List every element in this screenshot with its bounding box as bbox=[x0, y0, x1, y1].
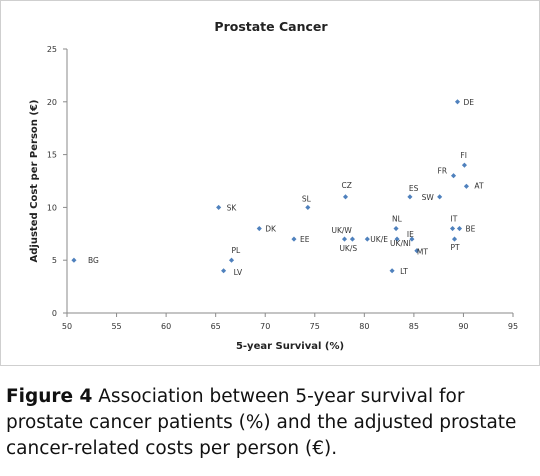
data-point-label: LV bbox=[234, 268, 243, 277]
data-point-label: FI bbox=[460, 151, 467, 160]
data-point bbox=[228, 257, 235, 263]
data-point-label: SW bbox=[422, 193, 435, 202]
x-axis-label: 5-year Survival (%) bbox=[236, 341, 344, 352]
data-point-label: LT bbox=[400, 267, 408, 276]
data-point-label: PT bbox=[451, 243, 461, 252]
data-point-label: FR bbox=[438, 167, 448, 176]
data-point-label: NL bbox=[392, 215, 403, 224]
x-tick-label: 85 bbox=[409, 322, 419, 331]
data-point bbox=[449, 225, 456, 232]
data-point-label: DK bbox=[265, 225, 277, 234]
x-axis-ticks: 50 55 60 65 70 75 80 85 90 95 bbox=[62, 313, 518, 331]
y-axis-label: Adjusted Cost per Person (€) bbox=[29, 100, 40, 263]
data-point bbox=[463, 183, 469, 189]
data-point bbox=[461, 162, 467, 168]
chart-title: Prostate Cancer bbox=[214, 19, 328, 34]
data-point-label: MT bbox=[417, 248, 428, 257]
data-point-label: SL bbox=[302, 194, 312, 203]
data-point bbox=[437, 194, 443, 200]
data-point-label: EE bbox=[300, 235, 310, 244]
data-point bbox=[291, 236, 297, 242]
data-point-label: IT bbox=[451, 215, 458, 224]
data-point bbox=[364, 236, 370, 242]
y-axis-ticks: 0 5 10 15 20 25 bbox=[47, 45, 67, 318]
data-point-label: AT bbox=[474, 181, 484, 190]
y-tick-label: 15 bbox=[47, 151, 57, 160]
y-tick-label: 25 bbox=[47, 45, 57, 54]
data-point-label: CZ bbox=[342, 181, 352, 190]
data-point bbox=[256, 225, 262, 232]
x-tick-label: 55 bbox=[111, 322, 121, 331]
scatter-chart: Prostate Cancer 50 55 60 65 70 75 80 85 90 95 0 5 1… bbox=[29, 19, 518, 352]
data-point-label: UK/W bbox=[332, 226, 353, 235]
data-point bbox=[456, 225, 463, 232]
x-tick-label: 65 bbox=[211, 322, 221, 331]
data-point bbox=[216, 204, 222, 210]
x-tick-label: 95 bbox=[508, 322, 518, 331]
figure-caption-label: Figure 4 bbox=[6, 386, 93, 407]
y-tick-label: 0 bbox=[52, 309, 57, 318]
data-point-label: UK/NI bbox=[390, 239, 411, 248]
data-point-label: SK bbox=[227, 203, 238, 212]
data-point-label: IE bbox=[407, 230, 414, 239]
data-point-label: PL bbox=[232, 246, 242, 255]
data-point bbox=[221, 268, 227, 274]
data-point bbox=[450, 173, 457, 179]
data-point-label: DE bbox=[463, 98, 474, 107]
data-point bbox=[305, 204, 311, 210]
data-point bbox=[349, 236, 355, 242]
y-tick-label: 5 bbox=[52, 256, 57, 265]
data-point bbox=[341, 236, 348, 242]
data-point bbox=[393, 225, 399, 232]
data-point bbox=[451, 236, 458, 242]
data-point-label: UK/E bbox=[370, 235, 388, 244]
data-point bbox=[342, 194, 349, 200]
data-point bbox=[71, 257, 77, 263]
x-tick-label: 50 bbox=[62, 322, 72, 331]
data-point bbox=[389, 268, 395, 274]
x-tick-label: 60 bbox=[161, 322, 171, 331]
y-tick-label: 20 bbox=[47, 98, 57, 107]
data-point-label: UK/S bbox=[339, 244, 357, 253]
data-point-label: ES bbox=[409, 184, 419, 193]
data-point-label: BG bbox=[88, 256, 99, 265]
x-tick-label: 90 bbox=[458, 322, 468, 331]
figure-caption: Figure 4 Association between 5-year surv… bbox=[6, 384, 526, 462]
chart-container: Prostate Cancer 50 55 60 65 70 75 80 85 90 95 0 5 1… bbox=[0, 0, 540, 366]
x-tick-label: 75 bbox=[310, 322, 320, 331]
data-point-label: BE bbox=[465, 225, 475, 234]
figure-caption-text: Association between 5-year survival for … bbox=[6, 386, 517, 459]
x-tick-label: 80 bbox=[359, 322, 369, 331]
data-point bbox=[454, 99, 461, 105]
y-tick-label: 10 bbox=[47, 203, 57, 212]
data-point bbox=[407, 194, 413, 200]
data-point bbox=[414, 248, 420, 254]
x-tick-label: 70 bbox=[260, 322, 270, 331]
